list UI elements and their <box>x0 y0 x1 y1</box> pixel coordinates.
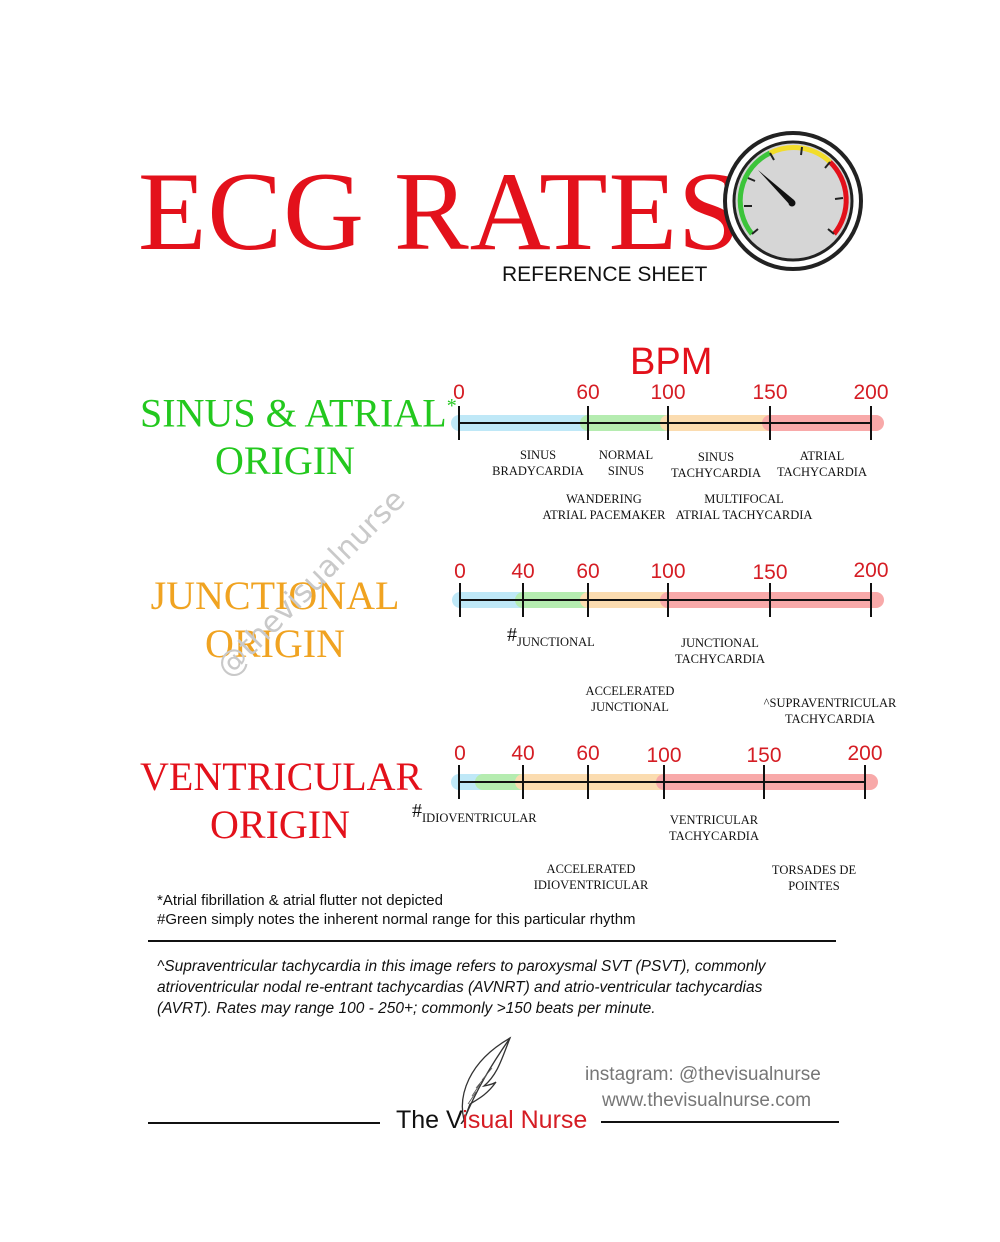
rhythm-supraventricular-tachycardia: ^SUPRAVENTRICULAR TACHYCARDIA <box>764 695 897 727</box>
note-hash: #Green simply notes the inherent normal … <box>157 911 636 928</box>
rhythm-line: SINUS <box>697 450 735 464</box>
divider <box>148 940 836 942</box>
rhythm-normal-sinus: NORMAL SINUS <box>599 447 653 479</box>
rhythm-line: ATRIAL TACHYCARDIA <box>675 508 813 522</box>
brand-suffix: sual Nurse <box>467 1106 588 1134</box>
sinus-atrial-origin-label: SINUS & ATRIAL* ORIGIN <box>140 382 457 485</box>
tick-label: 0 <box>454 560 466 583</box>
tick-label: 100 <box>646 744 682 767</box>
tick-label: 60 <box>576 742 600 765</box>
tick-label: 100 <box>650 560 686 583</box>
rhythm-line: TACHYCARDIA <box>675 652 765 666</box>
rhythm-line: WANDERING <box>566 492 642 506</box>
instagram-handle: instagram: @thevisualnurse <box>585 1064 821 1085</box>
rhythm-line: ATRIAL <box>799 449 845 463</box>
rhythm-line: JUNCTIONAL <box>681 636 759 650</box>
rhythm-multifocal-atrial-tachycardia: MULTIFOCAL ATRIAL TACHYCARDIA <box>676 491 813 523</box>
tick-label: 200 <box>847 742 883 765</box>
rhythm-ventricular-tachycardia: VENTRICULAR TACHYCARDIA <box>669 812 759 844</box>
rhythm-line: TACHYCARDIA <box>671 466 761 480</box>
bpm-label: BPM <box>630 341 713 383</box>
rhythm-line: JUNCTIONAL <box>517 635 595 649</box>
tick-label: 150 <box>752 561 788 584</box>
page-title: ECG RATES <box>138 150 742 274</box>
rhythm-line: TACHYCARDIA <box>785 712 875 726</box>
origin-line: ORIGIN <box>215 438 355 484</box>
rhythm-torsades-de-pointes: TORSADES DE POINTES <box>772 862 856 894</box>
tick-label: 0 <box>454 742 466 765</box>
rhythm-idioventricular: #IDIOVENTRICULAR <box>412 800 537 825</box>
rhythm-accelerated-junctional: ACCELERATED JUNCTIONAL <box>586 683 675 715</box>
note-asterisk: *Atrial fibrillation & atrial flutter no… <box>157 892 443 909</box>
rhythm-line: ACCELERATED <box>546 862 636 876</box>
hash-marker: # <box>412 800 422 822</box>
hash-marker: # <box>507 624 517 646</box>
tick-label: 60 <box>576 381 600 404</box>
tick-label: 150 <box>746 744 782 767</box>
rhythm-line: POINTES <box>788 879 840 893</box>
rhythm-line: ^SUPRAVENTRICULAR <box>763 696 897 710</box>
feather-quill-icon <box>460 1036 512 1124</box>
tick-label: 100 <box>650 381 686 404</box>
rhythm-line: SINUS <box>607 464 645 478</box>
tick-label: 200 <box>853 381 889 404</box>
tick-label: 200 <box>853 559 889 582</box>
brand-v: i <box>462 1106 468 1134</box>
tick-label: 150 <box>752 381 788 404</box>
origin-line: ORIGIN <box>205 621 345 666</box>
origin-line: SINUS & ATRIAL <box>140 390 447 436</box>
asterisk-marker: * <box>446 395 457 417</box>
website-link: www.thevisualnurse.com <box>602 1090 812 1111</box>
rhythm-line: ATRIAL PACEMAKER <box>542 508 666 522</box>
ventricular-origin-label: VENTRICULAR ORIGIN <box>140 753 423 849</box>
brand-prefix: The V <box>396 1106 463 1134</box>
rhythm-line: ACCELERATED <box>585 684 675 698</box>
rhythm-line: VENTRICULAR <box>669 813 759 827</box>
rhythm-line: BRADYCARDIA <box>492 464 584 478</box>
rhythm-line: IDIOVENTRICULAR <box>422 811 537 825</box>
rhythm-line: SINUS <box>519 448 557 462</box>
page-subtitle: REFERENCE SHEET <box>502 263 708 286</box>
rhythm-junctional-tachycardia: JUNCTIONAL TACHYCARDIA <box>675 635 765 667</box>
tick-label: 40 <box>511 742 535 765</box>
footer-rule-left <box>148 1122 380 1124</box>
rhythm-junctional: #JUNCTIONAL <box>507 624 595 649</box>
brand-name: The Visual Nurse <box>396 1106 587 1135</box>
tick-label: 40 <box>511 560 535 583</box>
footer-rule-right <box>601 1121 839 1123</box>
rhythm-line: TORSADES DE <box>771 863 857 877</box>
rhythm-line: IDIOVENTRICULAR <box>533 878 649 892</box>
origin-line: VENTRICULAR <box>140 754 423 799</box>
rhythm-wandering-atrial-pacemaker: WANDERING ATRIAL PACEMAKER <box>542 491 665 523</box>
rhythm-line: TACHYCARDIA <box>669 829 759 843</box>
rhythm-accelerated-idioventricular: ACCELERATED IDIOVENTRICULAR <box>534 861 649 893</box>
tick-label: 0 <box>453 381 465 404</box>
rhythm-line: JUNCTIONAL <box>591 700 669 714</box>
rhythm-sinus-tachycardia: SINUS TACHYCARDIA <box>671 449 761 481</box>
origin-line: JUNCTIONAL <box>150 573 400 618</box>
tick-label: 60 <box>576 560 600 583</box>
origin-line: ORIGIN <box>210 802 350 847</box>
rhythm-line: NORMAL <box>598 448 654 462</box>
rhythm-sinus-bradycardia: SINUS BRADYCARDIA <box>492 447 584 479</box>
rhythm-line: TACHYCARDIA <box>777 465 867 479</box>
speedometer-gauge-icon <box>723 131 863 271</box>
rhythm-line: MULTIFOCAL <box>704 492 784 506</box>
rhythm-atrial-tachycardia: ATRIAL TACHYCARDIA <box>777 448 867 480</box>
note-psvt: ^Supraventricular tachycardia in this im… <box>157 958 766 1017</box>
junctional-origin-label: JUNCTIONAL ORIGIN <box>140 572 410 668</box>
